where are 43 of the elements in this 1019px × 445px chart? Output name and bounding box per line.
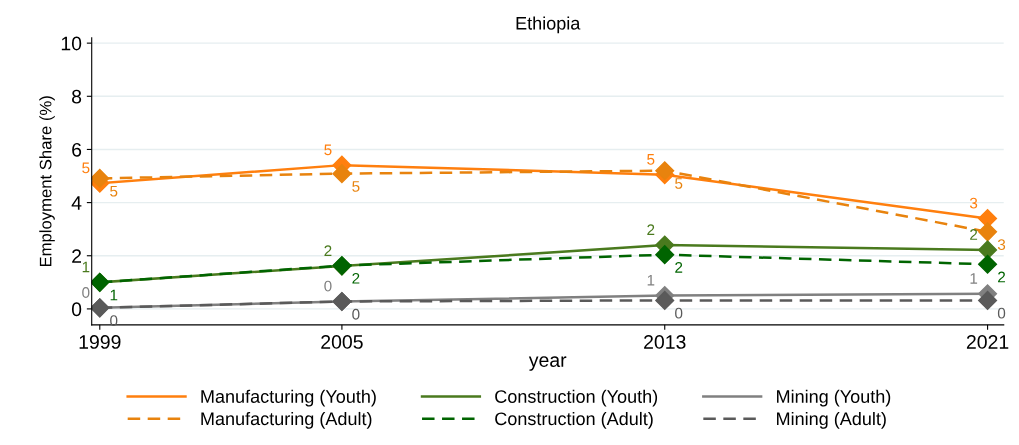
data-label: 5	[675, 178, 683, 189]
data-label: 5	[352, 181, 360, 192]
data-label: 5	[324, 144, 332, 156]
data-label: 5	[647, 154, 655, 165]
y-axis-title: Employment Share (%)	[39, 96, 55, 267]
data-label: 3	[969, 197, 978, 209]
data-label: 5	[82, 162, 90, 174]
data-label: 1	[82, 261, 90, 273]
legend-label: Manufacturing (Youth)	[201, 389, 376, 407]
data-label: 1	[110, 289, 118, 301]
legend-label: Manufacturing (Adult)	[201, 411, 372, 429]
x-tick-label: 2013	[644, 335, 686, 349]
data-label: 2	[324, 245, 332, 256]
y-tick-label: 2	[72, 249, 82, 263]
data-label: 5	[110, 185, 118, 197]
legend-label: Construction (Youth)	[495, 389, 658, 407]
y-tick-label: 6	[72, 142, 82, 157]
chart-title: Ethiopia	[516, 16, 581, 34]
data-label: 2	[352, 272, 360, 284]
data-label: 0	[324, 280, 332, 292]
data-label: 2	[998, 271, 1006, 283]
y-tick-label: 10	[61, 36, 82, 51]
data-label: 3	[997, 239, 1006, 250]
x-axis-title: year	[528, 356, 567, 371]
data-label: 2	[647, 224, 655, 236]
data-label: 2	[675, 262, 683, 273]
x-tick-label: 2021	[966, 335, 1009, 349]
data-label: 2	[970, 229, 978, 240]
y-tick-label: 0	[71, 302, 82, 317]
data-label: 0	[997, 307, 1006, 319]
data-label: 0	[82, 287, 90, 298]
legend-label: Construction (Adult)	[495, 411, 653, 429]
data-label: 0	[352, 308, 360, 320]
y-tick-label: 4	[71, 196, 82, 210]
y-tick-label: 8	[72, 89, 82, 104]
data-label: 1	[970, 273, 978, 284]
data-label: 0	[110, 315, 118, 327]
data-label: 1	[647, 274, 655, 286]
data-label: 0	[675, 307, 683, 319]
legend-label: Mining (Youth)	[777, 389, 891, 407]
legend-label: Mining (Adult)	[777, 411, 886, 429]
x-tick-label: 2005	[321, 335, 363, 349]
x-tick-label: 1999	[79, 335, 121, 349]
